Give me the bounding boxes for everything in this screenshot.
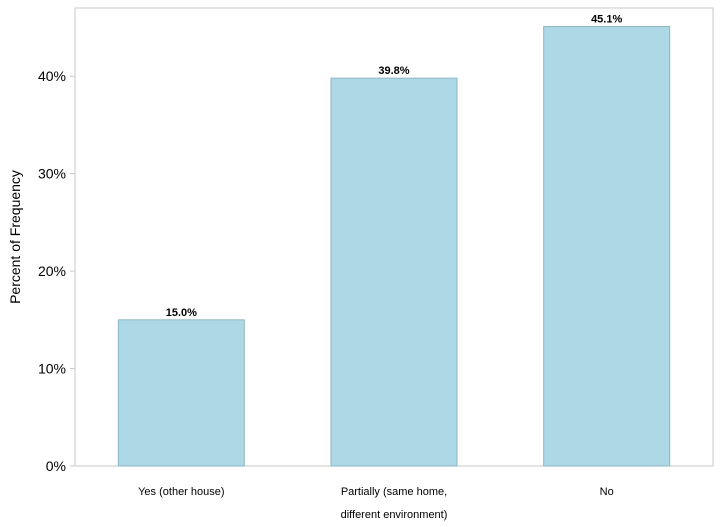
x-tick-label: No: [600, 486, 614, 498]
data-labels: 15.0% 39.8% 45.1%: [166, 14, 623, 319]
x-tick-label: different environment): [341, 509, 448, 521]
y-tick-label: 0%: [46, 458, 66, 474]
bar-data-label: 45.1%: [591, 14, 622, 26]
bars: [117, 26, 671, 467]
bar-data-label: 39.8%: [378, 65, 409, 77]
y-axis-label: Percent of Frequency: [7, 170, 23, 304]
y-tick-label: 40%: [38, 68, 66, 84]
x-tick-label: Partially (same home,: [341, 486, 447, 498]
bar-data-label: 15.0%: [166, 307, 197, 319]
bar: [330, 77, 458, 467]
y-tick-label: 30%: [38, 166, 66, 182]
y-tick-label: 10%: [38, 361, 66, 377]
y-tick-label: 20%: [38, 263, 66, 279]
bar: [543, 26, 671, 467]
y-ticks: 0% 10% 20% 30% 40%: [38, 68, 75, 474]
x-tick-labels: Yes (other house) Partially (same home, di…: [138, 486, 614, 521]
x-tick-label: Yes (other house): [138, 486, 224, 498]
bar: [117, 319, 245, 467]
